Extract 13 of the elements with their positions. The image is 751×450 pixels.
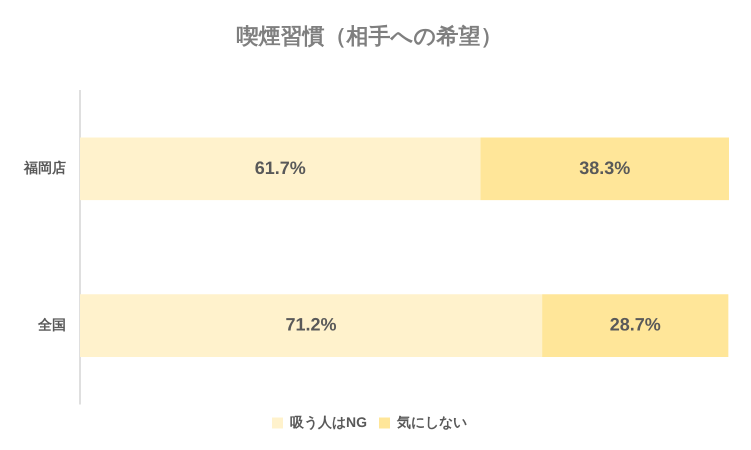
legend-label: 気にしない — [396, 414, 467, 430]
data-label: 71.2% — [286, 314, 337, 335]
legend-label: 吸う人はNG — [290, 414, 368, 431]
y-tick-label: 全国 — [37, 316, 66, 332]
y-tick-label: 福岡店 — [23, 160, 66, 176]
data-label: 61.7% — [254, 158, 306, 178]
bar — [80, 294, 542, 357]
data-label: 38.3% — [579, 158, 630, 178]
data-label: 28.7% — [610, 314, 661, 335]
chart-title: 喫煙習慣（相手への希望） — [236, 23, 502, 48]
bar — [542, 294, 728, 357]
bar — [80, 137, 480, 200]
bar — [480, 137, 729, 200]
